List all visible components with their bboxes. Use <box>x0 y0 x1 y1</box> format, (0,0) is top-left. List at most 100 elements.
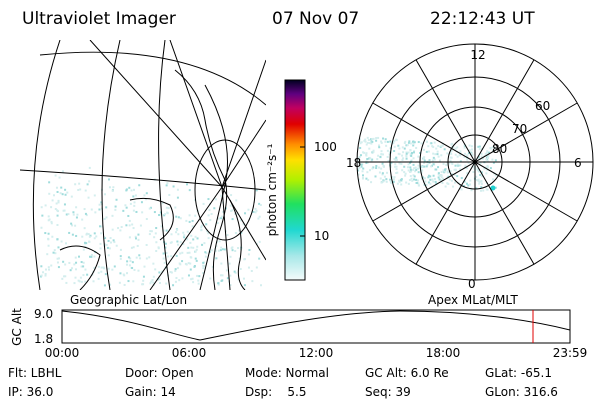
aurora-pixel <box>440 145 443 148</box>
aurora-pixel <box>408 179 411 182</box>
aurora-spot <box>490 185 496 191</box>
aurora-pixel <box>167 207 170 210</box>
aurora-pixel <box>133 201 136 204</box>
aurora-pixel <box>118 281 121 284</box>
aurora-pixel <box>108 186 111 189</box>
aurora-pixel <box>444 185 447 188</box>
aurora-pixel <box>112 239 115 242</box>
aurora-pixel <box>432 152 435 155</box>
aurora-pixel <box>181 251 184 254</box>
aurora-pixel <box>128 186 131 189</box>
aurora-pixel <box>377 154 380 157</box>
colorbar <box>284 79 306 281</box>
aurora-pixel <box>187 274 190 277</box>
aurora-pixel <box>357 169 360 172</box>
aurora-pixel <box>431 159 434 162</box>
aurora-pixel <box>84 212 87 215</box>
aurora-pixel <box>56 257 59 260</box>
aurora-pixel <box>477 170 480 173</box>
status-field: GC Alt: 6.0 Re <box>365 366 449 380</box>
map <box>20 40 266 290</box>
aurora-pixel <box>357 173 358 176</box>
aurora-pixel <box>67 213 70 216</box>
aurora-pixel <box>243 258 246 261</box>
aurora-pixel <box>229 274 232 277</box>
aurora-pixel <box>65 281 68 284</box>
aurora-pixel <box>437 166 440 169</box>
aurora-pixel <box>163 214 166 217</box>
aurora-pixel <box>165 282 168 285</box>
aurora-pixel <box>189 262 192 265</box>
aurora-pixel <box>469 183 472 186</box>
aurora-pixel <box>149 206 152 209</box>
aurora-pixel <box>92 280 95 283</box>
aurora-pixel <box>111 189 114 192</box>
aurora-pixel <box>93 232 96 235</box>
aurora-pixel <box>415 178 418 181</box>
aurora-pixel <box>115 244 118 247</box>
aurora-pixel <box>64 188 67 191</box>
aurora-pixel <box>456 146 459 149</box>
mlt-line <box>372 102 578 222</box>
aurora-pixel <box>135 210 138 213</box>
aurora-pixel <box>379 177 382 180</box>
aurora-pixel <box>133 188 136 191</box>
aurora-pixel <box>401 169 404 172</box>
aurora-pixel <box>464 152 467 155</box>
aurora-pixel <box>136 244 139 247</box>
status-field: Flt: LBHL <box>8 366 62 380</box>
aurora-pixel <box>422 157 425 160</box>
aurora-pixel <box>172 284 175 287</box>
aurora-pixel <box>392 180 395 183</box>
aurora-pixel <box>183 234 186 237</box>
aurora-pixel <box>420 177 423 180</box>
aurora-pixel <box>201 243 204 246</box>
aurora-pixel <box>192 281 195 284</box>
aurora-pixel <box>175 215 178 218</box>
aurora-pixel <box>432 156 435 159</box>
aurora-pixel <box>415 181 418 184</box>
aurora-pixel <box>187 246 190 249</box>
aurora-pixel <box>398 147 401 150</box>
aurora-pixel <box>251 280 254 283</box>
aurora-pixel <box>375 167 378 170</box>
aurora-pixel <box>365 154 368 157</box>
aurora-pixel <box>211 249 214 252</box>
aurora-pixel <box>412 143 415 146</box>
aurora-pixel <box>401 146 404 149</box>
aurora-pixel <box>405 152 408 155</box>
aurora-pixel <box>132 280 135 283</box>
aurora-pixel <box>62 260 65 263</box>
aurora-pixel <box>40 274 43 277</box>
aurora-pixel <box>427 174 430 177</box>
aurora-pixel <box>59 192 62 195</box>
aurora-pixel <box>406 166 409 169</box>
aurora-pixel <box>54 252 57 255</box>
aurora-pixel <box>111 268 114 271</box>
aurora-pixel <box>401 158 404 161</box>
aurora-pixel <box>77 279 80 282</box>
aurora-pixel <box>47 219 50 222</box>
aurora-pixel <box>90 253 93 256</box>
aurora-pixel <box>132 246 135 249</box>
aurora-pixel <box>409 161 412 164</box>
aurora-pixel <box>493 146 496 149</box>
aurora-pixel <box>238 229 241 232</box>
aurora-pixel <box>446 171 449 174</box>
aurora-pixel <box>400 162 403 165</box>
altitude-panel <box>61 309 571 344</box>
aurora-pixel <box>125 206 128 209</box>
aurora-pixel <box>167 255 170 258</box>
aurora-pixel <box>103 193 106 196</box>
aurora-pixel <box>362 177 365 180</box>
aurora-pixel <box>100 270 103 273</box>
status-field: GLat: -65.1 <box>485 366 552 380</box>
aurora-pixel <box>175 276 178 279</box>
aurora-pixel <box>90 208 93 211</box>
aurora-pixel <box>479 189 482 192</box>
aurora-pixel <box>358 156 361 159</box>
aurora-pixel <box>40 265 43 268</box>
aurora-pixel <box>145 218 148 221</box>
aurora-pixel <box>117 227 120 230</box>
aurora-pixel <box>427 176 430 179</box>
